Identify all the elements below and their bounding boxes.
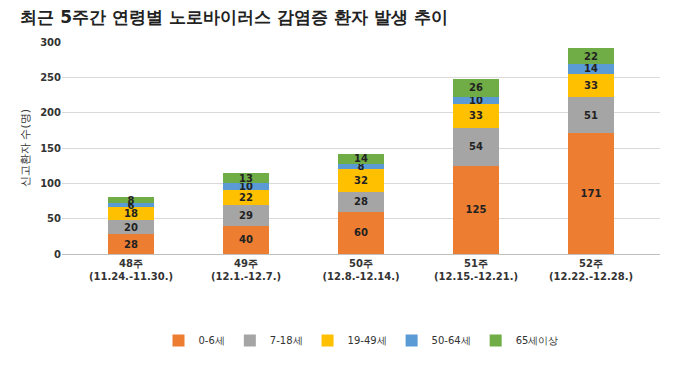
svg-text:250: 250 bbox=[40, 72, 61, 83]
svg-text:8: 8 bbox=[128, 195, 135, 206]
svg-text:171: 171 bbox=[581, 188, 602, 199]
svg-text:32: 32 bbox=[354, 175, 368, 186]
svg-text:0-6세: 0-6세 bbox=[199, 335, 225, 346]
svg-text:51주(12.15.-12.21.): 51주(12.15.-12.21.) bbox=[434, 258, 518, 282]
svg-text:18: 18 bbox=[124, 208, 138, 219]
svg-text:50주(12.8.-12.14.): 50주(12.8.-12.14.) bbox=[322, 258, 399, 282]
svg-text:51: 51 bbox=[584, 110, 598, 121]
svg-text:19-49세: 19-49세 bbox=[348, 335, 387, 346]
svg-text:6: 6 bbox=[128, 200, 135, 211]
svg-text:28: 28 bbox=[124, 239, 138, 250]
svg-text:14: 14 bbox=[354, 153, 368, 164]
svg-text:50-64세: 50-64세 bbox=[432, 335, 471, 346]
svg-text:54: 54 bbox=[469, 141, 483, 152]
svg-text:65세이상: 65세이상 bbox=[516, 335, 559, 346]
svg-text:28: 28 bbox=[354, 196, 368, 207]
svg-text:29: 29 bbox=[239, 210, 253, 221]
svg-text:49주(12.1.-12.7.): 49주(12.1.-12.7.) bbox=[211, 258, 281, 282]
svg-text:최근 5주간 연령별 노로바이러스 감염증 환자 발생 추이: 최근 5주간 연령별 노로바이러스 감염증 환자 발생 추이 bbox=[20, 7, 447, 27]
svg-text:22: 22 bbox=[239, 192, 253, 203]
svg-text:8: 8 bbox=[358, 161, 365, 172]
svg-text:33: 33 bbox=[469, 110, 483, 121]
svg-text:10: 10 bbox=[239, 181, 253, 192]
svg-text:7-18세: 7-18세 bbox=[270, 335, 303, 346]
svg-text:22: 22 bbox=[584, 51, 598, 62]
svg-text:200: 200 bbox=[40, 107, 61, 118]
svg-text:48주(11.24.-11.30.): 48주(11.24.-11.30.) bbox=[89, 258, 173, 282]
svg-text:33: 33 bbox=[584, 80, 598, 91]
svg-text:40: 40 bbox=[239, 234, 253, 245]
svg-text:26: 26 bbox=[469, 82, 483, 93]
svg-text:14: 14 bbox=[584, 63, 598, 74]
svg-text:100: 100 bbox=[40, 178, 61, 189]
svg-text:신고환자 수(명): 신고환자 수(명) bbox=[19, 109, 32, 187]
svg-text:50: 50 bbox=[47, 213, 61, 224]
svg-text:150: 150 bbox=[40, 143, 61, 154]
svg-text:10: 10 bbox=[469, 95, 483, 106]
svg-text:300: 300 bbox=[40, 37, 61, 48]
svg-text:52주(12.22.-12.28.): 52주(12.22.-12.28.) bbox=[549, 258, 633, 282]
svg-text:125: 125 bbox=[466, 204, 487, 215]
svg-text:13: 13 bbox=[239, 173, 253, 184]
svg-text:60: 60 bbox=[354, 227, 368, 238]
svg-text:20: 20 bbox=[124, 222, 138, 233]
svg-text:0: 0 bbox=[54, 249, 61, 260]
